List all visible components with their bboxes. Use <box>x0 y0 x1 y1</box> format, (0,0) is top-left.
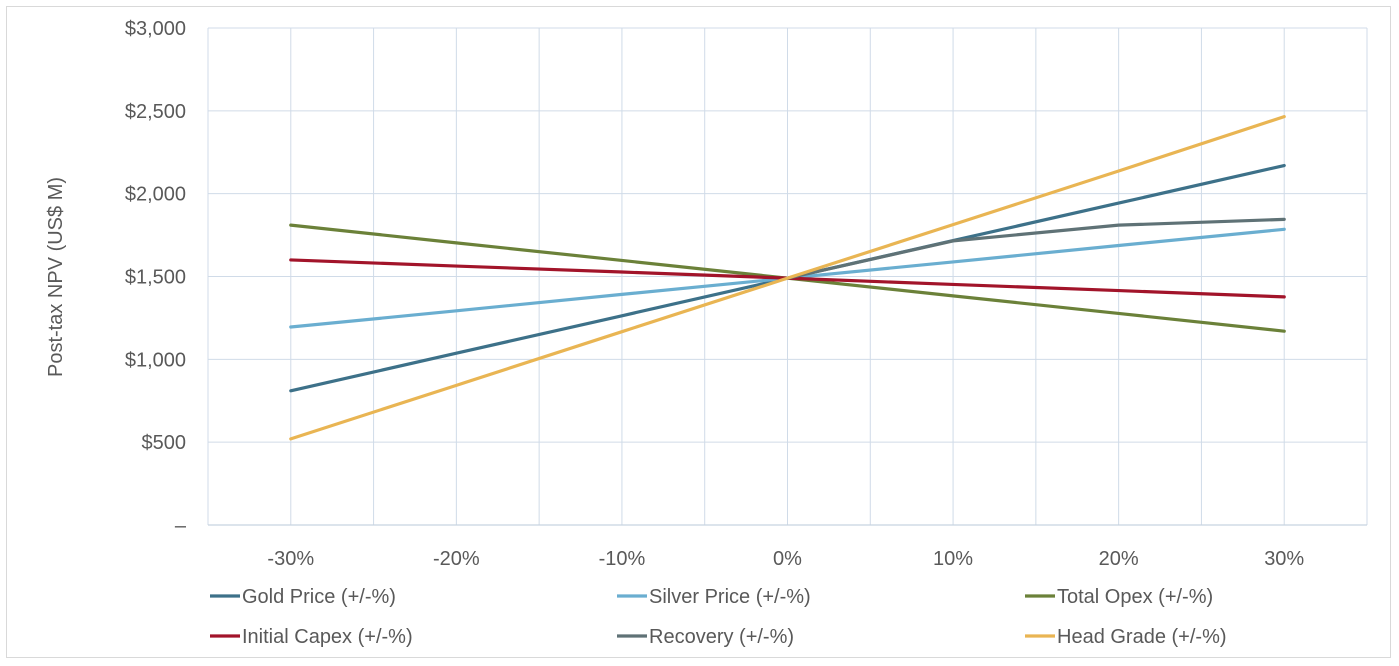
x-tick-label: 20% <box>1099 548 1139 570</box>
series-line-head-grade <box>289 115 1286 441</box>
y-tick-label: $500 <box>142 432 187 454</box>
x-axis-tick-labels: -30% -20% -10% 0% 10% 20% 30% <box>267 548 1304 570</box>
y-tick-label: – <box>175 515 187 537</box>
legend-label: Head Grade (+/-%) <box>1057 626 1227 648</box>
chart-frame <box>6 6 1391 658</box>
legend-item: Head Grade (+/-%) <box>1025 626 1227 648</box>
legend-item: Silver Price (+/-%) <box>617 586 811 608</box>
x-tick-label: 0% <box>773 548 802 570</box>
y-tick-label: $2,000 <box>125 184 186 206</box>
series-lines <box>289 115 1286 441</box>
legend-item: Total Opex (+/-%) <box>1025 586 1213 608</box>
x-tick-label: -20% <box>433 548 480 570</box>
legend: Gold Price (+/-%) Silver Price (+/-%) Tota… <box>210 586 1227 648</box>
y-tick-label: $3,000 <box>125 18 186 40</box>
legend-label: Gold Price (+/-%) <box>242 586 396 608</box>
legend-label: Silver Price (+/-%) <box>649 586 811 608</box>
legend-label: Recovery (+/-%) <box>649 626 794 648</box>
x-tick-label: -30% <box>267 548 314 570</box>
y-axis-title: Post-tax NPV (US$ M) <box>45 177 67 377</box>
legend-item: Initial Capex (+/-%) <box>210 626 413 648</box>
gridlines <box>207 27 1368 525</box>
x-tick-label: 30% <box>1264 548 1304 570</box>
legend-item: Recovery (+/-%) <box>617 626 794 648</box>
series-line-recovery <box>785 217 1286 280</box>
legend-item: Gold Price (+/-%) <box>210 586 396 608</box>
x-tick-label: -10% <box>599 548 646 570</box>
legend-label: Initial Capex (+/-%) <box>242 626 413 648</box>
legend-label: Total Opex (+/-%) <box>1057 586 1213 608</box>
y-tick-label: $1,500 <box>125 267 186 289</box>
x-tick-label: 10% <box>933 548 973 570</box>
y-tick-label: $1,000 <box>125 349 186 371</box>
y-tick-label: $2,500 <box>125 101 186 123</box>
y-axis-tick-labels: – $500 $1,000 $1,500 $2,000 $2,500 $3,000 <box>125 18 187 537</box>
